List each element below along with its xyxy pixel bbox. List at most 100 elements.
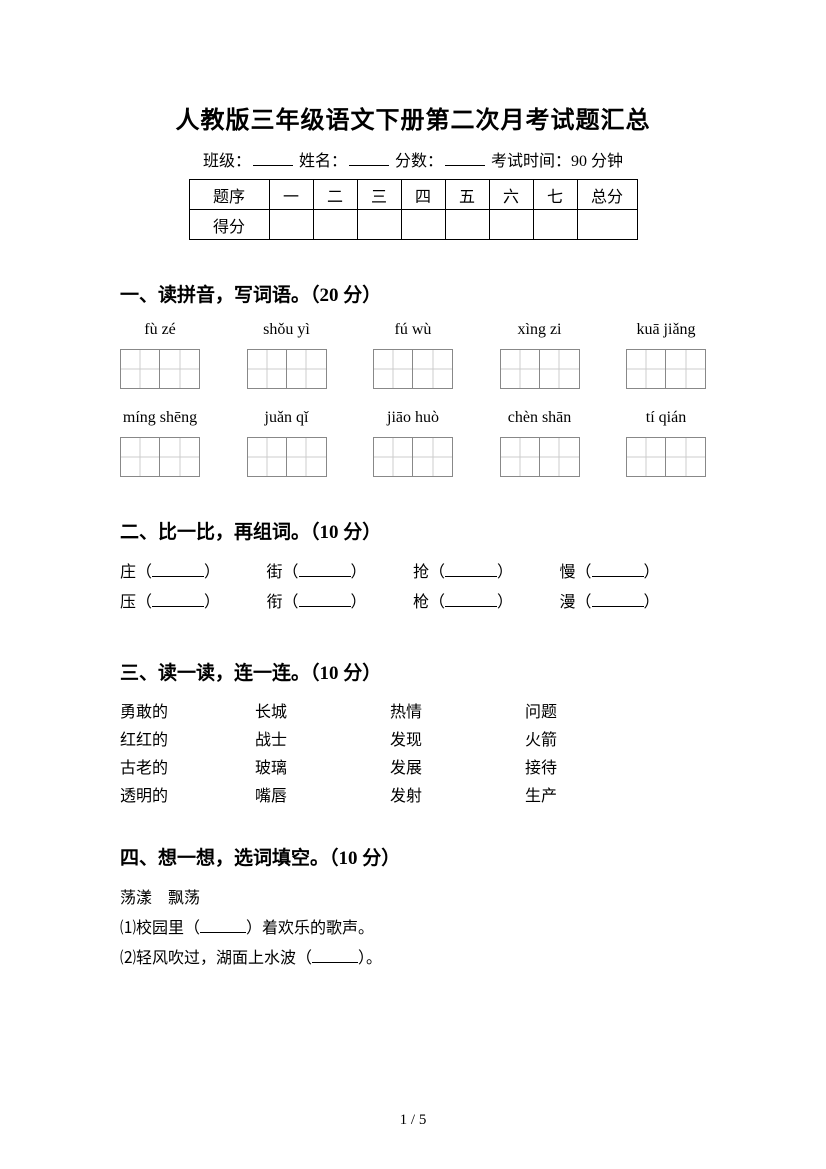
- pinyin-label: míng shēng: [123, 409, 197, 429]
- fill-text-end: ）着欢乐的歌声。: [246, 920, 374, 937]
- score-c5[interactable]: [445, 210, 489, 240]
- name-blank[interactable]: [349, 152, 389, 166]
- name-label: 姓名：: [299, 153, 347, 170]
- score-c4[interactable]: [401, 210, 445, 240]
- blank[interactable]: [299, 593, 351, 607]
- pinyin-item: kuā jiǎng: [626, 321, 706, 389]
- char: 慢: [560, 564, 576, 581]
- fill-blank[interactable]: [312, 949, 358, 963]
- char: 漫: [560, 594, 576, 611]
- pinyin-row-1: fù zé shǒu yì fú wù xìng zi kuā jiǎng: [120, 321, 706, 389]
- compare-row-2: 压（） 衔（） 枪（） 漫（）: [120, 588, 706, 618]
- compare-cell: 压（）: [120, 588, 267, 618]
- char: 庄: [120, 564, 136, 581]
- score-c8[interactable]: [577, 210, 637, 240]
- compare-cell: 慢（）: [560, 558, 707, 588]
- score-h4: 四: [401, 180, 445, 210]
- section2-title: 二、比一比，再组词。（10 分）: [120, 517, 706, 544]
- char-box[interactable]: [247, 349, 327, 389]
- pinyin-item: tí qián: [626, 409, 706, 477]
- blank[interactable]: [445, 593, 497, 607]
- fill-item-2: ⑵轻风吹过，湖面上水波（ ）。: [120, 944, 706, 974]
- char-box[interactable]: [120, 349, 200, 389]
- match-row: 古老的玻璃发展接待: [120, 755, 706, 783]
- match-b: 嘴唇: [255, 783, 390, 811]
- pinyin-label: chèn shān: [508, 409, 572, 429]
- page-title: 人教版三年级语文下册第二次月考试题汇总: [120, 100, 706, 135]
- blank[interactable]: [445, 563, 497, 577]
- page-number: 1 / 5: [0, 1112, 826, 1129]
- score-h3: 三: [357, 180, 401, 210]
- pinyin-label: fú wù: [395, 321, 432, 341]
- fill-text: ⑴校园里（: [120, 920, 200, 937]
- compare-cell: 漫（）: [560, 588, 707, 618]
- match-row: 透明的嘴唇发射生产: [120, 783, 706, 811]
- blank[interactable]: [592, 563, 644, 577]
- score-h2: 二: [313, 180, 357, 210]
- score-h8: 总分: [577, 180, 637, 210]
- char: 枪: [413, 594, 429, 611]
- score-label: 分数：: [395, 153, 443, 170]
- match-b: 玻璃: [255, 755, 390, 783]
- char-box[interactable]: [626, 349, 706, 389]
- pinyin-label: kuā jiǎng: [636, 321, 695, 341]
- char-box[interactable]: [626, 437, 706, 477]
- char: 衔: [267, 594, 283, 611]
- char-box[interactable]: [500, 349, 580, 389]
- score-c7[interactable]: [533, 210, 577, 240]
- pinyin-item: chèn shān: [500, 409, 580, 477]
- section3-title: 三、读一读，连一连。（10 分）: [120, 658, 706, 685]
- match-b: 长城: [255, 699, 390, 727]
- class-blank[interactable]: [253, 152, 293, 166]
- score-blank[interactable]: [445, 152, 485, 166]
- blank[interactable]: [299, 563, 351, 577]
- blank[interactable]: [152, 563, 204, 577]
- fill-words: 荡漾 飘荡: [120, 884, 706, 908]
- pinyin-item: juǎn qǐ: [247, 409, 327, 477]
- match-d: 生产: [525, 783, 660, 811]
- pinyin-item: shǒu yì: [247, 321, 327, 389]
- score-c6[interactable]: [489, 210, 533, 240]
- pinyin-label: fù zé: [144, 321, 176, 341]
- score-header-row: 题序 一 二 三 四 五 六 七 总分: [189, 180, 637, 210]
- compare-cell: 街（）: [267, 558, 414, 588]
- match-a: 透明的: [120, 783, 255, 811]
- fill-text: ⑵轻风吹过，湖面上水波（: [120, 950, 312, 967]
- char: 抢: [413, 564, 429, 581]
- pinyin-label: juǎn qǐ: [265, 409, 309, 429]
- score-c2[interactable]: [313, 210, 357, 240]
- char-box[interactable]: [373, 437, 453, 477]
- score-h0: 题序: [189, 180, 269, 210]
- char-box[interactable]: [120, 437, 200, 477]
- info-line: 班级： 姓名： 分数： 考试时间：90 分钟: [120, 147, 706, 171]
- fill-text-end: ）。: [358, 950, 382, 967]
- pinyin-label: xìng zi: [518, 321, 562, 341]
- section1-title: 一、读拼音，写词语。（20 分）: [120, 280, 706, 307]
- time-label: 考试时间：90 分钟: [491, 153, 623, 170]
- pinyin-row-2: míng shēng juǎn qǐ jiāo huò chèn shān tí…: [120, 409, 706, 477]
- match-d: 火箭: [525, 727, 660, 755]
- pinyin-label: shǒu yì: [263, 321, 310, 341]
- score-c1[interactable]: [269, 210, 313, 240]
- compare-cell: 庄（）: [120, 558, 267, 588]
- section4-title: 四、想一想，选词填空。（10 分）: [120, 843, 706, 870]
- char-box[interactable]: [373, 349, 453, 389]
- match-c: 发展: [390, 755, 525, 783]
- score-c3[interactable]: [357, 210, 401, 240]
- blank[interactable]: [592, 593, 644, 607]
- char-box[interactable]: [247, 437, 327, 477]
- char: 街: [267, 564, 283, 581]
- blank[interactable]: [152, 593, 204, 607]
- fill-item-1: ⑴校园里（ ）着欢乐的歌声。: [120, 914, 706, 944]
- char-box[interactable]: [500, 437, 580, 477]
- score-value-row: 得分: [189, 210, 637, 240]
- fill-blank[interactable]: [200, 919, 246, 933]
- match-d: 问题: [525, 699, 660, 727]
- pinyin-label: jiāo huò: [387, 409, 439, 429]
- match-row: 勇敢的长城热情问题: [120, 699, 706, 727]
- exam-page: 人教版三年级语文下册第二次月考试题汇总 班级： 姓名： 分数： 考试时间：90 …: [0, 0, 826, 1169]
- match-c: 发现: [390, 727, 525, 755]
- pinyin-item: míng shēng: [120, 409, 200, 477]
- score-h5: 五: [445, 180, 489, 210]
- score-table: 题序 一 二 三 四 五 六 七 总分 得分: [189, 179, 638, 240]
